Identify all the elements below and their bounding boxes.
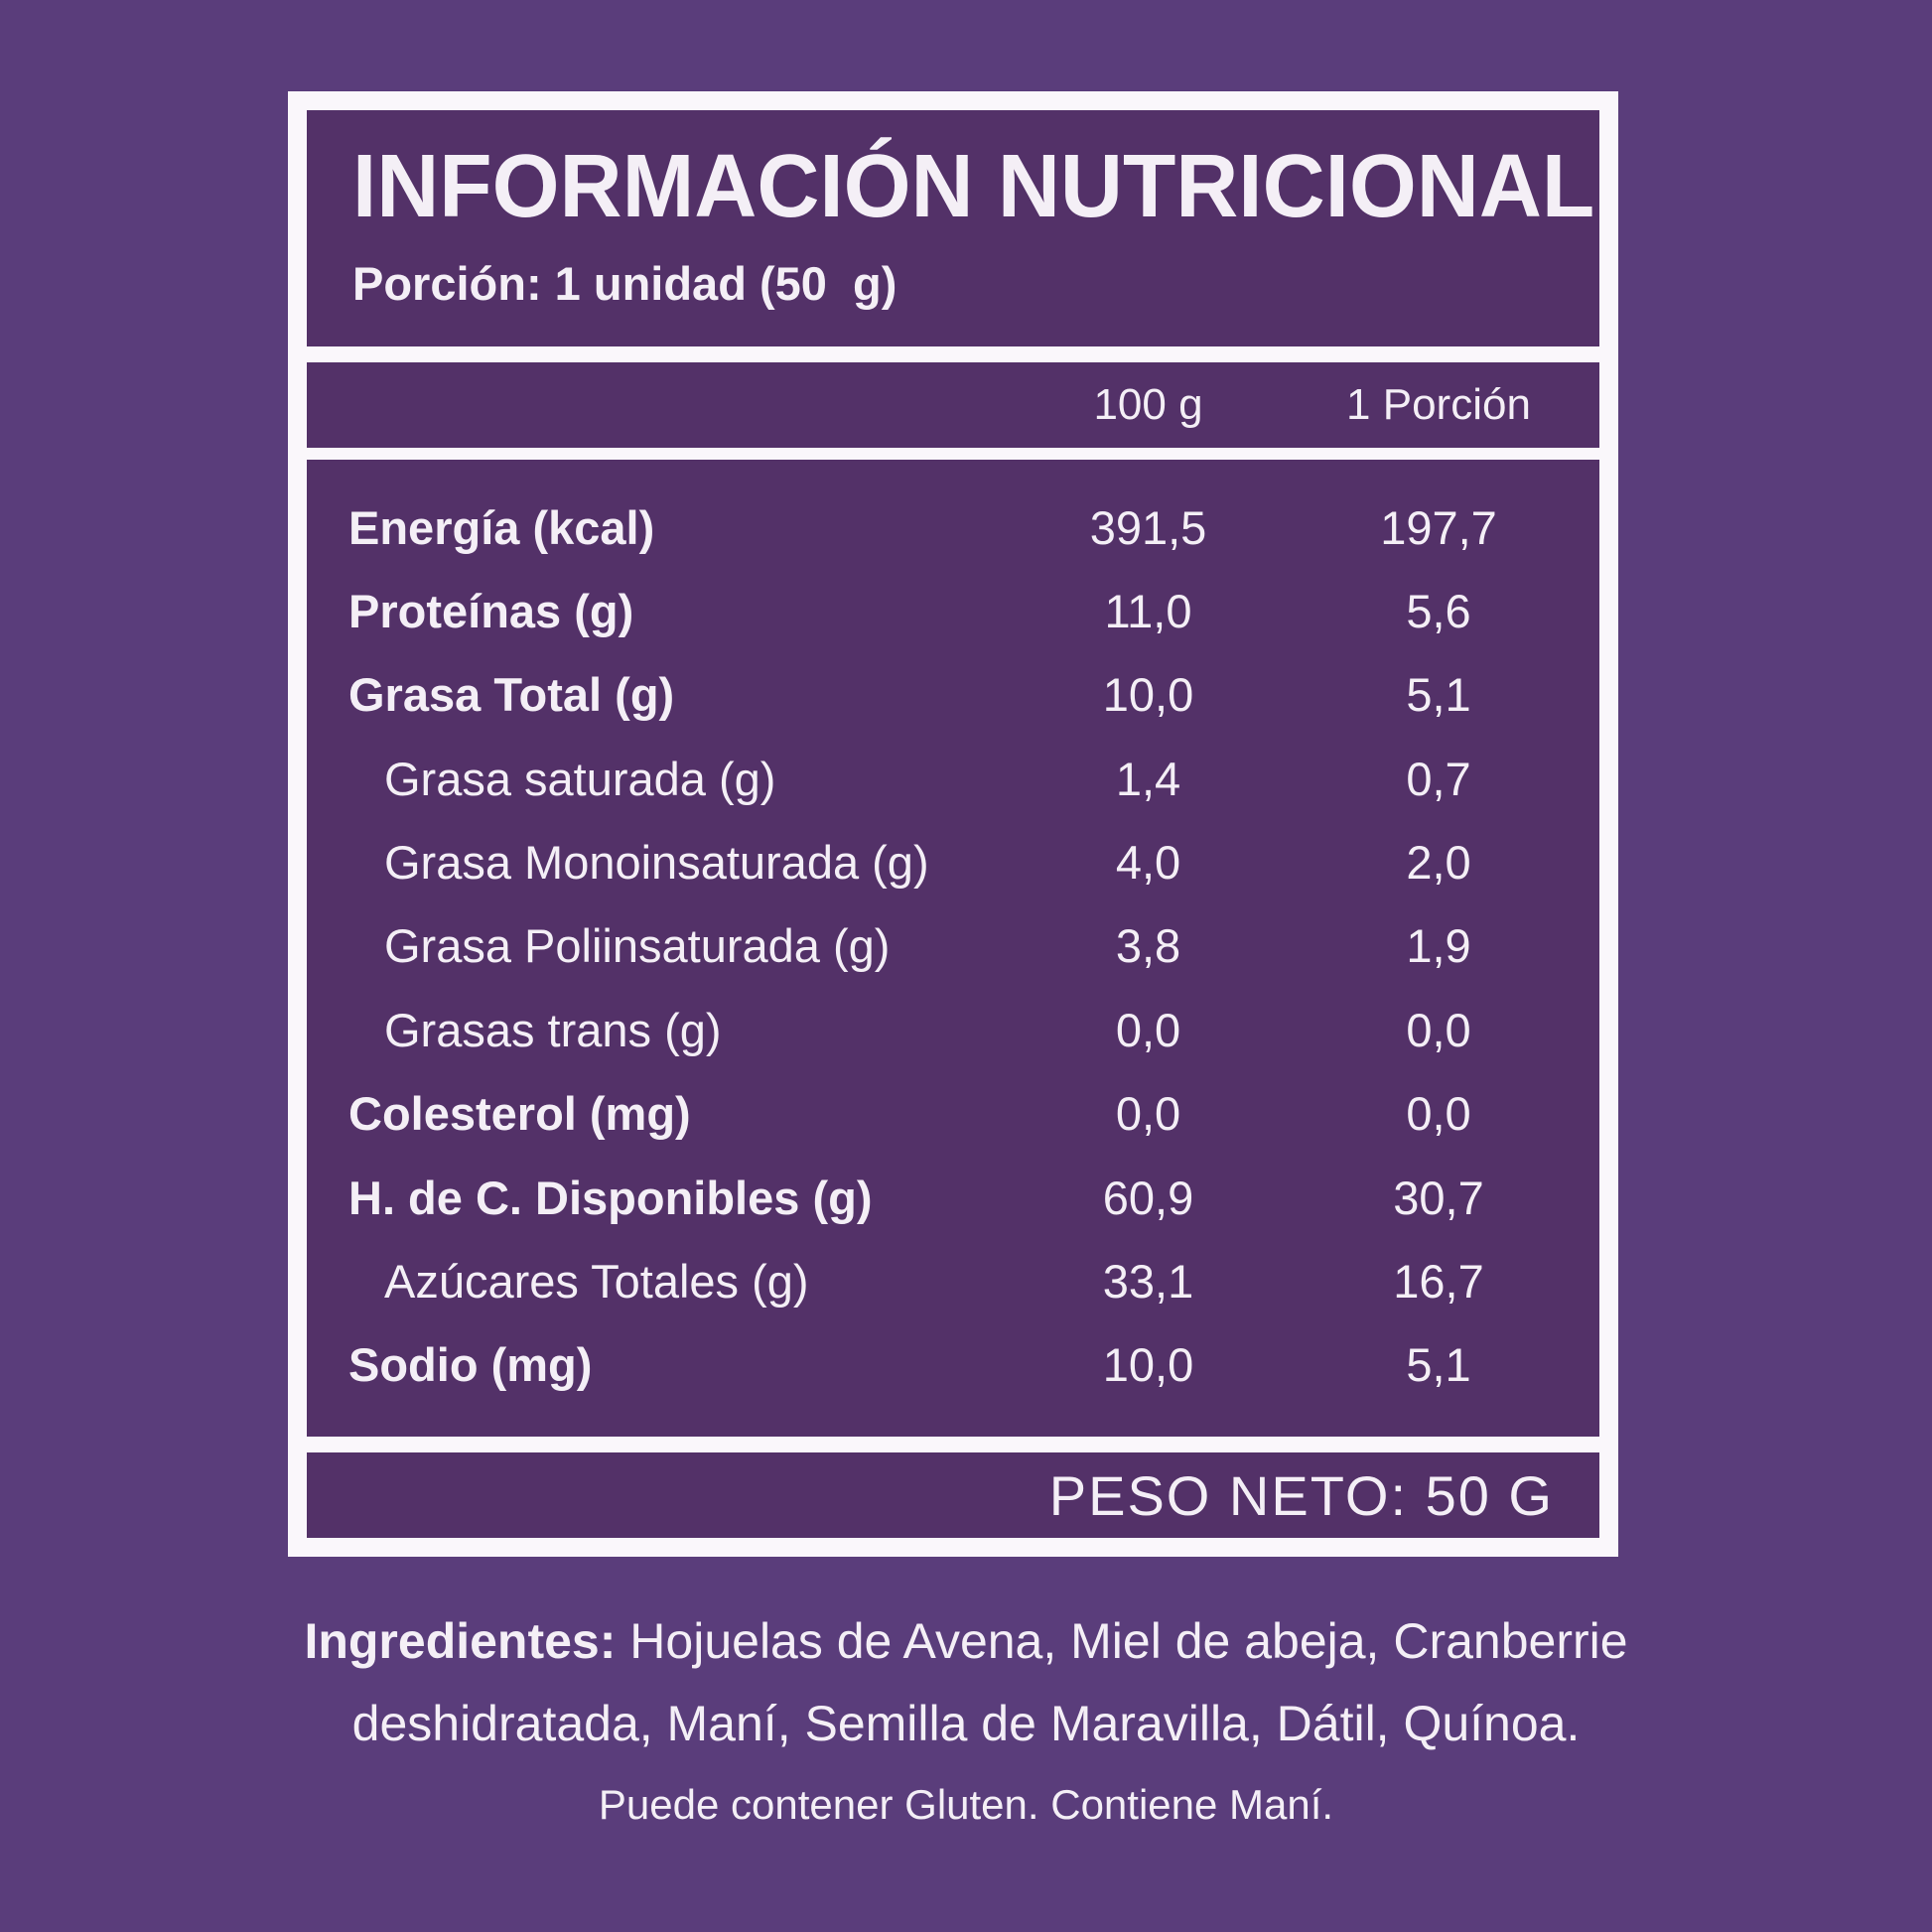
nutrition-label-box: INFORMACIÓN NUTRICIONAL Porción: 1 unida…: [288, 91, 1618, 1557]
net-weight: PESO NETO: 50 G: [1048, 1463, 1554, 1527]
nutrient-name: Energía (kcal): [348, 500, 655, 554]
nutrient-name: Colesterol (mg): [348, 1087, 691, 1141]
value-per-100g: 1,4: [1115, 752, 1181, 805]
table-row: Proteínas (g) 11,0 5,6: [307, 584, 1599, 638]
value-per-portion: 1,9: [1406, 919, 1471, 973]
value-per-portion: 5,1: [1406, 668, 1471, 722]
table-row: Grasa saturada (g) 1,4 0,7: [307, 752, 1599, 806]
ingredients-label: Ingredientes:: [304, 1613, 617, 1669]
allergen-note: Puede contener Gluten. Contiene Maní.: [598, 1781, 1334, 1828]
table-row: Colesterol (mg) 0,0 0,0: [307, 1086, 1599, 1141]
ingredients-text: Ingredientes: Hojuelas de Avena, Miel de…: [0, 1600, 1932, 1765]
value-per-100g: 0,0: [1115, 1003, 1181, 1056]
column-header-row: 100 g 1 Porción: [307, 362, 1599, 448]
value-per-portion: 197,7: [1380, 500, 1497, 554]
column-header-100g: 100 g: [1093, 380, 1203, 429]
table-row: Azúcares Totales (g) 33,1 16,7: [307, 1254, 1599, 1309]
value-per-portion: 0,7: [1406, 752, 1471, 805]
ingredients-line1: Hojuelas de Avena, Miel de abeja, Cranbe…: [616, 1613, 1628, 1669]
value-per-100g: 11,0: [1104, 585, 1192, 638]
footer-text: Ingredientes: Hojuelas de Avena, Miel de…: [0, 1600, 1932, 1829]
serving-size: Porción: 1 unidad (50 g): [352, 256, 897, 310]
nutrition-table: Energía (kcal) 391,5 197,7 Proteínas (g)…: [307, 460, 1599, 1437]
nutrient-name: Grasa Monoinsaturada (g): [384, 836, 929, 890]
table-row: Energía (kcal) 391,5 197,7: [307, 500, 1599, 555]
column-header-portion: 1 Porción: [1346, 380, 1531, 429]
value-per-portion: 5,6: [1406, 585, 1471, 638]
nutrient-name: Grasa Poliinsaturada (g): [384, 919, 891, 973]
value-per-100g: 0,0: [1115, 1087, 1181, 1141]
label-header: INFORMACIÓN NUTRICIONAL Porción: 1 unida…: [307, 110, 1599, 346]
value-per-100g: 10,0: [1102, 668, 1194, 722]
value-per-portion: 5,1: [1406, 1338, 1471, 1392]
value-per-portion: 16,7: [1393, 1254, 1484, 1308]
value-per-portion: 30,7: [1393, 1171, 1484, 1224]
table-row: Grasa Total (g) 10,0 5,1: [307, 667, 1599, 722]
label-title: INFORMACIÓN NUTRICIONAL: [352, 137, 1595, 236]
value-per-portion: 0,0: [1406, 1087, 1471, 1141]
nutrient-name: Sodio (mg): [348, 1338, 593, 1392]
value-per-100g: 60,9: [1102, 1171, 1194, 1224]
table-row: Grasa Monoinsaturada (g) 4,0 2,0: [307, 835, 1599, 890]
table-row: H. de C. Disponibles (g) 60,9 30,7: [307, 1171, 1599, 1225]
value-per-100g: 4,0: [1115, 836, 1181, 890]
value-per-100g: 33,1: [1102, 1254, 1194, 1308]
divider: [307, 448, 1599, 460]
value-per-portion: 2,0: [1406, 836, 1471, 890]
divider: [307, 346, 1599, 362]
nutrient-name: Grasa saturada (g): [384, 752, 776, 805]
value-per-portion: 0,0: [1406, 1003, 1471, 1056]
ingredients-line2: deshidratada, Maní, Semilla de Maravilla…: [351, 1696, 1581, 1751]
nutrient-name: Grasas trans (g): [384, 1003, 722, 1056]
value-per-100g: 3,8: [1115, 919, 1181, 973]
value-per-100g: 10,0: [1102, 1338, 1194, 1392]
table-row: Grasas trans (g) 0,0 0,0: [307, 1003, 1599, 1057]
table-row: Grasa Poliinsaturada (g) 3,8 1,9: [307, 918, 1599, 973]
nutrient-name: Proteínas (g): [348, 585, 634, 638]
divider: [307, 1437, 1599, 1452]
nutrient-name: Azúcares Totales (g): [384, 1254, 809, 1308]
table-row: Sodio (mg) 10,0 5,1: [307, 1337, 1599, 1392]
nutrient-name: Grasa Total (g): [348, 668, 675, 722]
value-per-100g: 391,5: [1089, 500, 1207, 554]
nutrient-name: H. de C. Disponibles (g): [348, 1171, 873, 1224]
